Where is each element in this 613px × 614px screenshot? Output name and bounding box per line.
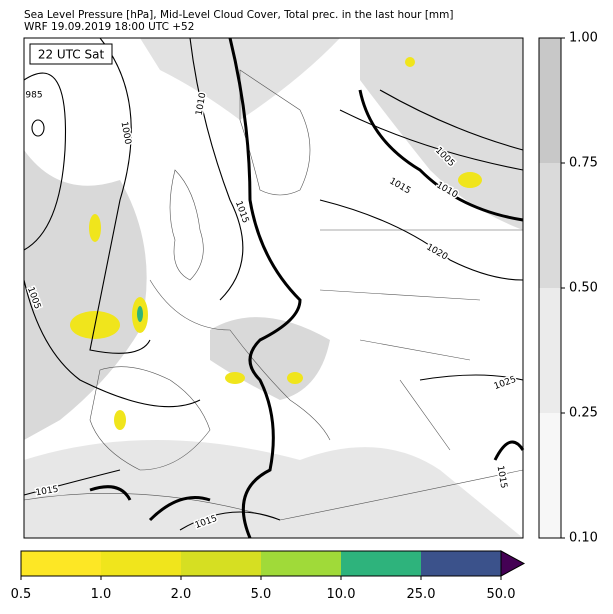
precip-tick-label: 10.0 xyxy=(327,587,356,602)
precip-band xyxy=(261,551,341,576)
cloud-tick-label: 0.50 xyxy=(569,281,598,296)
cloud-colorbar: 1.00 0.75 0.50 0.25 0.10 xyxy=(538,31,598,546)
cloud-band xyxy=(539,38,561,163)
cloud-band xyxy=(539,413,561,538)
cloud-tick-label: 0.10 xyxy=(569,531,598,546)
isobars xyxy=(23,37,524,531)
precip-extend xyxy=(500,550,526,577)
precip-tick-label: 2.0 xyxy=(171,587,192,602)
precip-band xyxy=(421,551,501,576)
time-box: 22 UTC Sat xyxy=(29,43,113,65)
precip-tick-label: 0.5 xyxy=(11,587,32,602)
precip-colorbar: 0.5 1.0 2.0 5.0 10.0 25.0 50.0 xyxy=(11,550,526,602)
map-frame xyxy=(23,37,524,539)
cloud-band xyxy=(539,288,561,413)
precip-band xyxy=(101,551,181,576)
cloud-band xyxy=(539,163,561,288)
time-label: 22 UTC Sat xyxy=(38,48,105,62)
precip-tick-label: 1.0 xyxy=(91,587,112,602)
precip-band xyxy=(181,551,261,576)
cloud-tick-label: 0.75 xyxy=(569,156,598,171)
time-box-frame xyxy=(29,43,113,65)
precip-band xyxy=(341,551,421,576)
isobar-1015 xyxy=(89,37,525,539)
isobar-label: 1000 xyxy=(119,121,133,146)
cloud-tick-label: 0.25 xyxy=(569,406,598,421)
precip-tick-label: 50.0 xyxy=(487,587,516,602)
subtitle: WRF 19.09.2019 18:00 UTC +52 xyxy=(24,21,194,33)
title: Sea Level Pressure [hPa], Mid-Level Clou… xyxy=(24,9,454,21)
precip-tick-label: 25.0 xyxy=(407,587,436,602)
precip-band xyxy=(21,551,101,576)
precip-tick-label: 5.0 xyxy=(251,587,272,602)
isobar-label: 985 xyxy=(25,91,42,101)
cloud-tick-label: 1.00 xyxy=(569,31,598,46)
